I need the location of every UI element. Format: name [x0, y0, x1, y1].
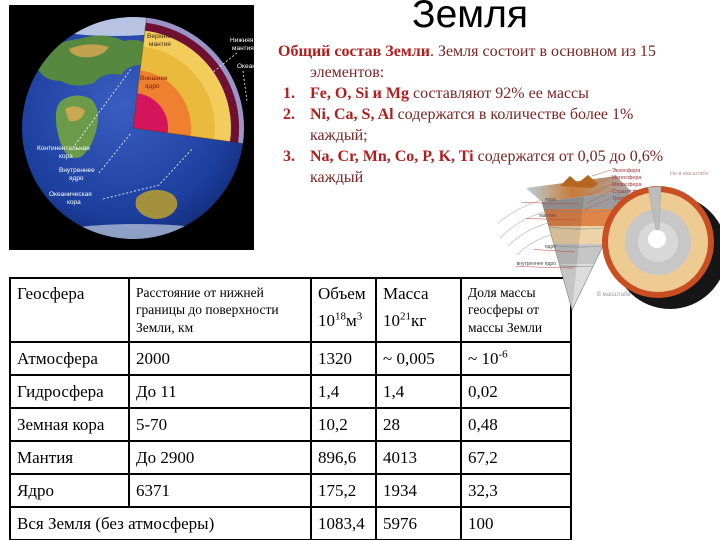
wedge-label-leaders	[515, 202, 579, 269]
table-row-crust: Земная кора 5-70 10,2 28 0,48	[9, 407, 572, 442]
composition-item-3: 3. Na, Cr, Mn, Co, P, K, Ti содержатся от…	[283, 148, 664, 165]
header-distance: Расстояние от нижней границы до поверхно…	[128, 277, 312, 343]
header-volume: Объем 1018м3	[310, 277, 377, 343]
svg-text:ядро: ядро	[545, 244, 556, 250]
table-cell: 32,3	[460, 473, 572, 508]
table-cell: 5-70	[128, 407, 312, 442]
table-cell: Земная кора	[9, 407, 130, 442]
table-cell: 1,4	[375, 374, 462, 409]
svg-text:Ионосфера: Ионосфера	[612, 175, 643, 181]
composition-text: Общий состав Земли. Земля состоит в осно…	[278, 41, 720, 188]
table-cell: До 2900	[128, 440, 312, 475]
svg-text:мантия: мантия	[232, 45, 254, 52]
cut-inner-core	[133, 93, 169, 133]
ocean-label: Океан	[237, 63, 254, 70]
table-cell: Вся Земля (без атмосферы)	[9, 506, 312, 540]
inner-core-label: Внутреннее	[59, 167, 95, 174]
table-cell: 175,2	[310, 473, 377, 508]
svg-text:кора: кора	[67, 199, 81, 206]
composition-heading: Общий состав Земли. Земля состоит в осно…	[278, 43, 656, 60]
svg-text:мантия: мантия	[539, 213, 556, 219]
geosphere-table: Геосфера Расстояние от нижней границы до…	[9, 277, 572, 540]
table-cell: Гидросфера	[9, 374, 130, 409]
table-row-hydrosphere: Гидросфера До 11 1,4 1,4 0,02	[9, 374, 572, 409]
table-cell: ~ 0,005	[375, 341, 462, 376]
table-cell: 1934	[375, 473, 462, 508]
to-scale-caption: В масштабе	[597, 292, 631, 298]
earth-cutaway-figure: Верхняя мантия Нижняя мантия Океан Внешн…	[9, 5, 254, 250]
svg-text:кора: кора	[59, 153, 73, 160]
upper-mantle-label: Верхняя	[147, 33, 173, 40]
composition-item-3-cont: каждый	[310, 169, 364, 186]
atmosphere-scale-svg: кора мантия ядро внутреннее ядро Экзосфе…	[498, 168, 720, 311]
table-cell: 100	[460, 506, 572, 540]
header-mass-share: Доля массы геосферы от массы Земли	[460, 277, 572, 343]
table-cell: ~ 10-6	[460, 341, 572, 376]
table-cell: 896,6	[310, 440, 377, 475]
earth-cutaway-svg: Верхняя мантия Нижняя мантия Океан Внешн…	[22, 17, 254, 239]
composition-item-2: 2. Ni, Ca, S, Al содержатся в количестве …	[283, 106, 634, 123]
svg-text:ядро: ядро	[145, 83, 160, 90]
svg-text:Экзосфера: Экзосфера	[612, 168, 641, 174]
table-row-atmosphere: Атмосфера 2000 1320 ~ 0,005 ~ 10-6	[9, 341, 572, 376]
table-row-total: Вся Земля (без атмосферы) 1083,4 5976 10…	[9, 506, 572, 540]
table-cell: 2000	[128, 341, 312, 376]
atmosphere-scale-figure: кора мантия ядро внутреннее ядро Экзосфе…	[498, 164, 720, 316]
continental-crust-label: Континентальная	[37, 145, 90, 152]
composition-heading-cont: элементов:	[310, 64, 385, 81]
table-cell: 67,2	[460, 440, 572, 475]
not-to-scale-caption: Не в масштабе	[670, 171, 709, 177]
table-cell: Ядро	[9, 473, 130, 508]
header-geosphere: Геосфера	[9, 277, 130, 343]
table-cell: 0,02	[460, 374, 572, 409]
table-row-core: Ядро 6371 175,2 1934 32,3	[9, 473, 572, 508]
table-cell: 1320	[310, 341, 377, 376]
header-mass: Масса 1021кг	[375, 277, 462, 343]
table-cell: 10,2	[310, 407, 377, 442]
earth-labels: Верхняя мантия Нижняя мантия Океан Внешн…	[37, 33, 254, 206]
svg-text:мантия: мантия	[149, 41, 171, 48]
table-row-mantle: Мантия До 2900 896,6 4013 67,2	[9, 440, 572, 475]
slide-title: Земля	[412, 0, 528, 36]
atmosphere-label-leaders	[583, 169, 612, 211]
table-cell: 0,48	[460, 407, 572, 442]
cut-crust	[144, 22, 240, 143]
svg-text:ядро: ядро	[69, 175, 84, 182]
table-cell: 4013	[375, 440, 462, 475]
composition-item-1: 1. Fe, O, Si и Mg составляют 92% ее массы	[283, 85, 589, 102]
table-cell: Атмосфера	[9, 341, 130, 376]
svg-text:кора: кора	[545, 197, 556, 203]
oceanic-crust-label: Океаническая	[49, 191, 92, 198]
composition-item-2-cont: каждый;	[310, 127, 368, 144]
table-cell: 6371	[128, 473, 312, 508]
table-cell: 1,4	[310, 374, 377, 409]
table-cell: 1083,4	[310, 506, 377, 540]
table-cell: 5976	[375, 506, 462, 540]
svg-text:внутреннее ядро: внутреннее ядро	[517, 261, 557, 267]
wedge-layer-labels: кора мантия ядро внутреннее ядро	[517, 197, 557, 267]
lower-mantle-label: Нижняя	[230, 37, 254, 44]
geosphere-table-wrap: Геосфера Расстояние от нижней границы до…	[9, 277, 572, 540]
label-leader-lines	[74, 52, 248, 200]
svg-text:Стратосфера: Стратосфера	[612, 189, 647, 195]
to-scale-ring	[602, 186, 720, 309]
outer-core-label: Внешнее	[140, 75, 168, 82]
table-cell: 28	[375, 407, 462, 442]
svg-text:Мезосфера: Мезосфера	[612, 182, 642, 188]
table-header-row: Геосфера Расстояние от нижней границы до…	[9, 277, 572, 343]
table-cell: До 11	[128, 374, 312, 409]
table-cell: Мантия	[9, 440, 130, 475]
